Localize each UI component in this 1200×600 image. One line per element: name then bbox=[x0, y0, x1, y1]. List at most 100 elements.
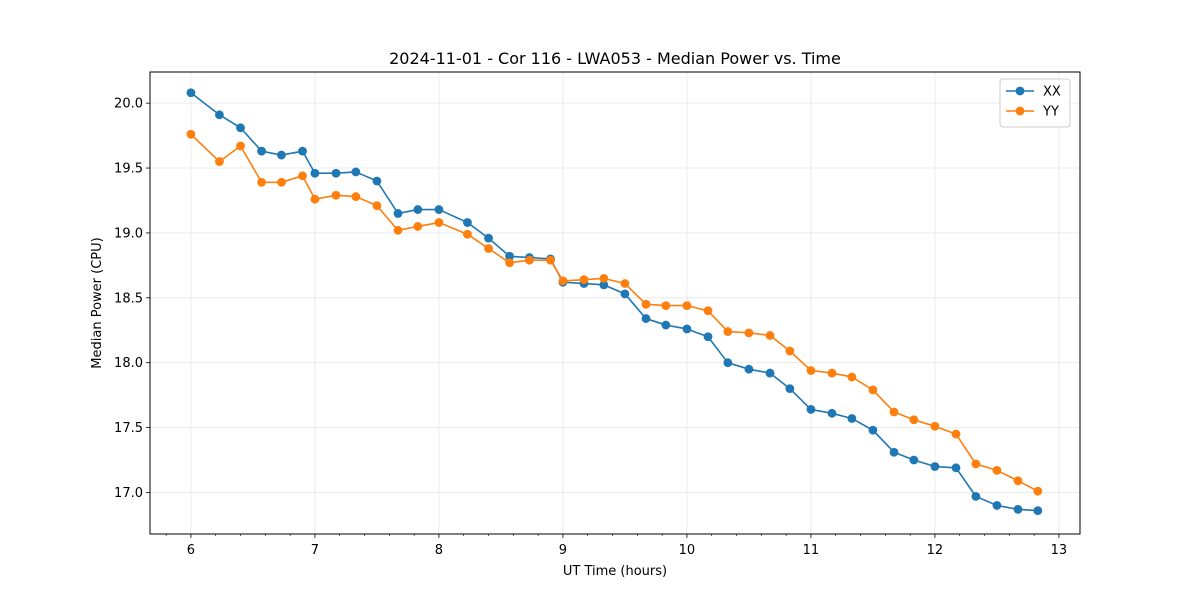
plot-frame bbox=[149, 71, 1081, 535]
data-point-xx bbox=[186, 88, 196, 98]
data-point-yy bbox=[661, 301, 671, 310]
data-point-xx bbox=[434, 205, 444, 214]
data-point-xx bbox=[1033, 506, 1043, 516]
data-point-xx bbox=[765, 368, 775, 378]
data-point-yy bbox=[463, 229, 472, 239]
legend-marker-xx bbox=[1015, 86, 1025, 96]
data-point-yy bbox=[351, 192, 361, 201]
data-point-yy bbox=[847, 372, 857, 382]
data-point-xx bbox=[310, 168, 320, 178]
data-point-xx bbox=[682, 324, 692, 334]
chart-title: 2024-11-01 - Cor 116 - LWA053 - Median P… bbox=[389, 49, 841, 68]
data-point-xx bbox=[703, 332, 713, 342]
data-point-xx bbox=[215, 110, 224, 120]
data-point-xx bbox=[827, 408, 837, 418]
data-point-xx bbox=[909, 455, 919, 465]
series-layer bbox=[186, 88, 1043, 516]
data-point-xx bbox=[236, 123, 245, 133]
x-axis-label: UT Time (hours) bbox=[563, 564, 667, 579]
data-point-yy bbox=[257, 177, 266, 187]
y-tick-label: 19.5 bbox=[114, 162, 143, 177]
y-tick-label: 17.5 bbox=[114, 421, 143, 436]
data-point-xx bbox=[484, 233, 493, 243]
data-point-yy bbox=[579, 275, 589, 285]
legend-label-xx: XX bbox=[1043, 85, 1061, 100]
data-point-xx bbox=[723, 358, 733, 368]
data-point-yy bbox=[971, 459, 981, 469]
data-point-yy bbox=[868, 385, 878, 395]
data-point-yy bbox=[620, 279, 630, 288]
y-tick-label: 17.0 bbox=[114, 486, 143, 501]
data-point-xx bbox=[620, 289, 630, 299]
data-point-yy bbox=[505, 258, 514, 268]
data-point-yy bbox=[1033, 486, 1043, 496]
data-point-xx bbox=[372, 176, 382, 186]
data-point-yy bbox=[765, 331, 775, 340]
data-point-yy bbox=[641, 299, 651, 309]
x-tick-label: 7 bbox=[311, 543, 319, 558]
data-point-xx bbox=[505, 251, 514, 261]
x-tick-label: 12 bbox=[927, 543, 944, 558]
data-point-yy bbox=[703, 306, 713, 316]
data-point-yy bbox=[393, 225, 403, 235]
data-point-xx bbox=[744, 364, 754, 374]
data-point-yy bbox=[930, 421, 940, 431]
y-tick-label: 18.0 bbox=[114, 356, 143, 371]
y-tick-label: 19.0 bbox=[114, 226, 143, 241]
data-point-yy bbox=[599, 273, 609, 283]
data-point-yy bbox=[827, 368, 837, 378]
data-point-yy bbox=[331, 190, 341, 200]
data-point-yy bbox=[186, 129, 196, 139]
legend: XX YY bbox=[999, 78, 1071, 128]
x-tick-label: 11 bbox=[803, 543, 820, 558]
data-point-yy bbox=[525, 255, 534, 265]
y-tick-label: 20.0 bbox=[114, 97, 143, 112]
data-point-yy bbox=[889, 407, 899, 417]
x-tick-label: 10 bbox=[679, 543, 696, 558]
data-point-xx bbox=[277, 150, 286, 160]
data-point-yy bbox=[558, 276, 568, 286]
data-point-yy bbox=[434, 218, 444, 227]
data-point-xx bbox=[661, 320, 671, 330]
data-point-yy bbox=[909, 415, 919, 425]
data-point-xx bbox=[951, 463, 961, 473]
data-point-yy bbox=[215, 157, 224, 166]
x-tick-label: 9 bbox=[559, 543, 567, 558]
grid bbox=[150, 72, 1080, 534]
data-point-xx bbox=[868, 425, 878, 435]
data-point-yy bbox=[413, 222, 423, 231]
data-point-yy bbox=[992, 466, 1002, 475]
data-point-yy bbox=[723, 327, 733, 336]
data-point-yy bbox=[1013, 476, 1023, 486]
data-point-yy bbox=[546, 255, 555, 265]
data-point-xx bbox=[298, 146, 307, 156]
x-tick-label: 8 bbox=[435, 543, 443, 558]
data-point-yy bbox=[951, 429, 961, 439]
data-point-xx bbox=[889, 447, 899, 457]
y-tick-label: 18.5 bbox=[114, 291, 143, 306]
data-point-yy bbox=[744, 328, 754, 338]
y-axis-label: Median Power (CPU) bbox=[90, 237, 105, 368]
data-point-xx bbox=[257, 146, 266, 156]
data-point-xx bbox=[785, 384, 795, 394]
data-point-yy bbox=[806, 366, 816, 375]
x-tick-label: 6 bbox=[187, 543, 195, 558]
data-point-xx bbox=[413, 205, 423, 214]
data-point-xx bbox=[992, 501, 1002, 510]
legend-label-yy: YY bbox=[1042, 105, 1059, 120]
data-point-xx bbox=[463, 218, 472, 227]
data-point-xx bbox=[599, 280, 609, 290]
data-point-yy bbox=[310, 194, 320, 204]
data-point-xx bbox=[393, 209, 403, 218]
data-point-xx bbox=[641, 314, 651, 323]
data-point-yy bbox=[236, 141, 245, 151]
data-point-xx bbox=[351, 167, 361, 177]
data-point-xx bbox=[806, 405, 816, 414]
data-point-xx bbox=[1013, 504, 1023, 514]
x-tick-label: 13 bbox=[1051, 543, 1068, 558]
data-point-xx bbox=[331, 168, 341, 178]
data-point-xx bbox=[930, 462, 940, 471]
data-point-xx bbox=[847, 414, 857, 423]
data-point-yy bbox=[298, 171, 307, 181]
